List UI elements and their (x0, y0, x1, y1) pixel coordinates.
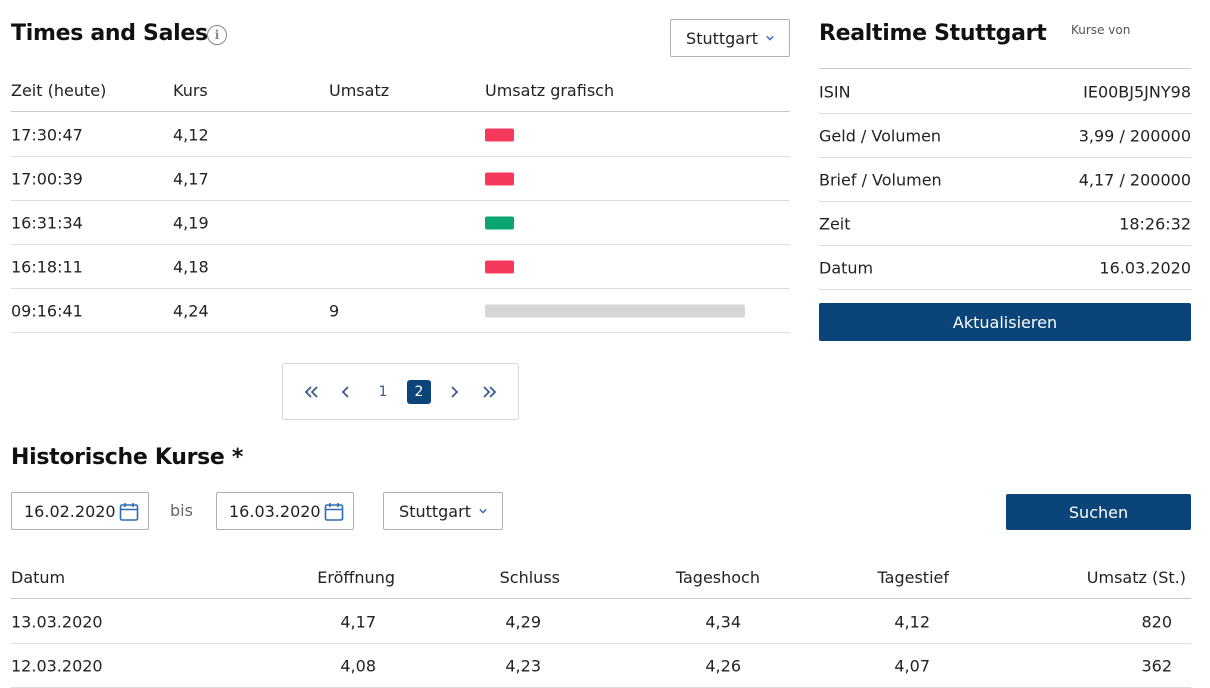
realtime-value: 4,17 / 200000 (1078, 170, 1191, 189)
col-header-volume: Umsatz (329, 81, 390, 100)
hist-col-date: Datum (11, 568, 66, 587)
hist-col-high: Tageshoch (675, 568, 760, 587)
trade-price: 4,12 (173, 125, 209, 144)
from-date-input[interactable]: 16.02.2020 (11, 492, 149, 530)
realtime-row: Geld / Volumen 3,99 / 200000 (819, 114, 1191, 158)
col-header-time: Zeit (heute) (11, 81, 107, 100)
col-header-price: Kurs (173, 81, 208, 100)
hist-open: 4,17 (340, 612, 376, 631)
realtime-row: Datum 16.03.2020 (819, 246, 1191, 290)
table-row: 16:31:34 4,19 (11, 201, 790, 245)
realtime-value: 16.03.2020 (1099, 258, 1191, 277)
hist-volume: 820 (1141, 612, 1172, 631)
realtime-divider (819, 68, 1191, 69)
search-button[interactable]: Suchen (1006, 494, 1191, 530)
realtime-value: 18:26:32 (1119, 214, 1191, 233)
volume-bar (485, 172, 514, 185)
realtime-value: IE00BJ5JNY98 (1083, 82, 1191, 101)
volume-bar (485, 128, 514, 141)
realtime-label: Brief / Volumen (819, 170, 942, 189)
table-row: 17:00:39 4,17 (11, 157, 790, 201)
exchange-select-label: Stuttgart (686, 28, 758, 48)
to-date-input[interactable]: 16.03.2020 (216, 492, 354, 530)
trade-price: 4,19 (173, 213, 209, 232)
hist-col-volume: Umsatz (St.) (1086, 568, 1186, 587)
source-label: Kurse von (1071, 23, 1131, 37)
realtime-value: 3,99 / 200000 (1078, 126, 1191, 145)
hist-volume: 362 (1141, 656, 1172, 675)
trade-price: 4,17 (173, 169, 209, 188)
volume-bar (485, 260, 514, 273)
hist-table-row: 12.03.2020 4,08 4,23 4,26 4,07 362 (11, 644, 1191, 688)
hist-close: 4,23 (505, 656, 541, 675)
trade-volume: 9 (329, 301, 340, 320)
hist-col-close: Schluss (499, 568, 560, 587)
header-divider (11, 111, 790, 112)
table-row: 16:18:11 4,18 (11, 245, 790, 289)
page-1[interactable]: 1 (378, 383, 388, 400)
trade-price: 4,24 (173, 301, 209, 320)
double-chevron-right-icon[interactable] (482, 385, 498, 399)
historic-title: Historische Kurse * (11, 445, 244, 470)
hist-open: 4,08 (340, 656, 376, 675)
hist-date: 13.03.2020 (11, 612, 103, 631)
realtime-label: Geld / Volumen (819, 126, 942, 145)
chevron-down-icon (766, 35, 774, 41)
refresh-button[interactable]: Aktualisieren (819, 303, 1191, 341)
realtime-title: Realtime Stuttgart (819, 21, 1047, 46)
hist-table-row: 13.03.2020 4,17 4,29 4,34 4,12 820 (11, 600, 1191, 644)
hist-high: 4,34 (705, 612, 741, 631)
date-range-separator: bis (170, 501, 193, 520)
trade-time: 16:31:34 (11, 213, 83, 232)
realtime-label: Zeit (819, 214, 851, 233)
to-date-value: 16.03.2020 (229, 501, 321, 521)
times-sales-title: Times and Sales (11, 21, 208, 46)
hist-header-divider (11, 598, 1191, 599)
trade-time: 09:16:41 (11, 301, 83, 320)
hist-date: 12.03.2020 (11, 656, 103, 675)
info-icon[interactable]: i (207, 25, 227, 45)
hist-high: 4,26 (705, 656, 741, 675)
realtime-row: Brief / Volumen 4,17 / 200000 (819, 158, 1191, 202)
calendar-icon[interactable] (324, 502, 344, 522)
trade-price: 4,18 (173, 257, 209, 276)
realtime-label: ISIN (819, 82, 851, 101)
volume-bar (485, 304, 745, 317)
realtime-label: Datum (819, 258, 874, 277)
trade-time: 16:18:11 (11, 257, 83, 276)
realtime-row: ISIN IE00BJ5JNY98 (819, 70, 1191, 114)
hist-col-open: Eröffnung (317, 568, 395, 587)
volume-bar (485, 216, 514, 229)
chevron-down-icon (479, 508, 487, 514)
exchange-select[interactable]: Stuttgart (670, 19, 790, 57)
table-row: 09:16:41 4,24 9 (11, 289, 790, 333)
hist-low: 4,12 (894, 612, 930, 631)
calendar-icon[interactable] (119, 502, 139, 522)
from-date-value: 16.02.2020 (24, 501, 116, 521)
pagination: 1 2 (282, 363, 519, 420)
trade-time: 17:30:47 (11, 125, 83, 144)
col-header-volume-graph: Umsatz grafisch (485, 81, 615, 100)
historic-exchange-label: Stuttgart (399, 501, 471, 521)
table-row: 17:30:47 4,12 (11, 113, 790, 157)
realtime-row: Zeit 18:26:32 (819, 202, 1191, 246)
double-chevron-left-icon[interactable] (303, 385, 319, 399)
hist-close: 4,29 (505, 612, 541, 631)
hist-low: 4,07 (894, 656, 930, 675)
chevron-left-icon[interactable] (341, 385, 351, 399)
page-2-current[interactable]: 2 (407, 379, 431, 404)
hist-col-low: Tagestief (877, 568, 949, 587)
historic-exchange-select[interactable]: Stuttgart (383, 492, 503, 530)
chevron-right-icon[interactable] (449, 385, 459, 399)
trade-time: 17:00:39 (11, 169, 83, 188)
